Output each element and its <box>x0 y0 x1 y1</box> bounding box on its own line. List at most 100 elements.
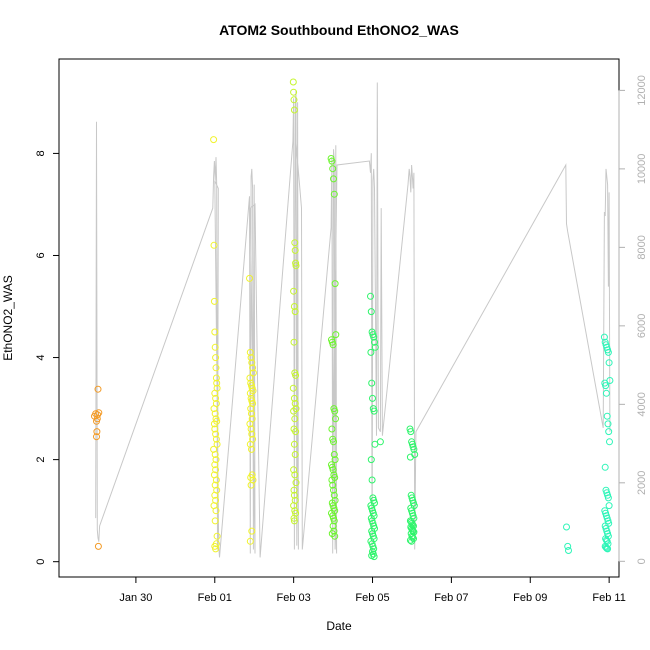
data-point <box>95 409 103 417</box>
data-point <box>211 461 219 469</box>
x-axis-label: Date <box>326 619 352 633</box>
data-point <box>290 407 298 415</box>
data-point <box>249 364 257 372</box>
y-tick-label: 2 <box>35 457 47 463</box>
data-point <box>291 308 299 316</box>
data-point <box>246 389 254 397</box>
data-point <box>410 445 418 453</box>
data-point <box>331 532 339 540</box>
data-point <box>367 308 375 316</box>
data-point <box>601 463 609 471</box>
data-point <box>94 385 102 393</box>
data-point <box>212 394 220 402</box>
data-point <box>211 389 219 397</box>
altitude-line-layer <box>95 82 611 558</box>
data-point <box>290 491 298 499</box>
data-point <box>292 262 300 270</box>
data-point <box>565 547 572 554</box>
data-point <box>329 341 337 349</box>
data-point <box>210 405 218 413</box>
data-point <box>291 451 299 458</box>
data-point <box>330 438 337 446</box>
data-point <box>212 476 220 484</box>
data-point <box>604 420 612 428</box>
series-7 <box>563 523 572 554</box>
data-point <box>290 486 298 494</box>
data-point <box>367 292 374 300</box>
data-point <box>328 157 336 165</box>
data-point <box>602 382 610 390</box>
data-point <box>292 371 300 379</box>
data-point <box>93 428 101 436</box>
data-point <box>212 466 220 474</box>
y2-tick-label: 12000 <box>636 75 648 106</box>
data-point <box>212 364 220 372</box>
y-axis-right: 0 2000 4000 6000 8000 10000 12000 <box>618 75 648 564</box>
data-point <box>210 420 218 428</box>
data-point <box>292 479 300 487</box>
data-point <box>328 476 336 484</box>
data-point <box>291 246 299 254</box>
data-point <box>290 303 298 310</box>
data-point <box>211 343 219 351</box>
data-point <box>369 394 376 402</box>
y2-tick-label: 4000 <box>636 392 648 416</box>
data-point <box>290 287 298 295</box>
data-point <box>331 456 339 464</box>
series-2 <box>246 274 257 545</box>
data-point <box>370 553 378 561</box>
data-point <box>368 379 376 387</box>
data-point <box>604 545 612 553</box>
data-point <box>329 522 337 530</box>
data-point <box>248 527 256 535</box>
series-5 <box>367 292 384 561</box>
data-point <box>290 106 298 114</box>
data-point <box>212 545 220 553</box>
data-point <box>93 433 100 441</box>
data-point <box>211 481 219 489</box>
data-point <box>600 333 608 341</box>
y-tick-label: 6 <box>35 252 47 258</box>
x-tick-label: Feb 11 <box>592 592 625 604</box>
data-point <box>211 517 219 525</box>
series-1 <box>210 136 221 553</box>
data-point <box>248 359 256 367</box>
data-point <box>247 405 255 413</box>
data-point <box>290 517 298 525</box>
data-point <box>332 331 340 339</box>
data-point <box>330 517 338 525</box>
data-point <box>290 440 298 448</box>
y2-tick-label: 0 <box>636 558 648 564</box>
data-point <box>213 379 221 387</box>
y-tick-label: 8 <box>35 150 47 156</box>
series-4 <box>327 155 340 540</box>
data-point <box>210 241 218 249</box>
data-point <box>93 417 100 425</box>
data-point <box>212 374 220 382</box>
data-point <box>602 389 610 397</box>
series-8 <box>600 333 614 553</box>
data-point <box>248 430 256 438</box>
data-point <box>605 359 613 367</box>
plot-frame <box>58 58 620 578</box>
data-point <box>212 430 220 438</box>
data-point <box>210 136 218 144</box>
data-point <box>292 259 300 267</box>
data-point <box>367 456 375 464</box>
data-point <box>248 445 255 453</box>
data-point <box>367 348 375 356</box>
data-point <box>212 540 220 548</box>
data-point <box>213 440 221 448</box>
data-point <box>246 374 254 382</box>
data-point <box>371 338 378 346</box>
data-point <box>371 343 379 351</box>
y2-tick-label: 6000 <box>636 314 648 338</box>
data-point <box>212 507 220 515</box>
data-point <box>94 542 102 550</box>
data-point <box>329 481 337 489</box>
data-point <box>605 502 613 510</box>
x-tick-label: Feb 03 <box>277 592 311 604</box>
data-point <box>246 440 254 448</box>
data-point <box>246 537 254 545</box>
data-point <box>370 407 378 415</box>
